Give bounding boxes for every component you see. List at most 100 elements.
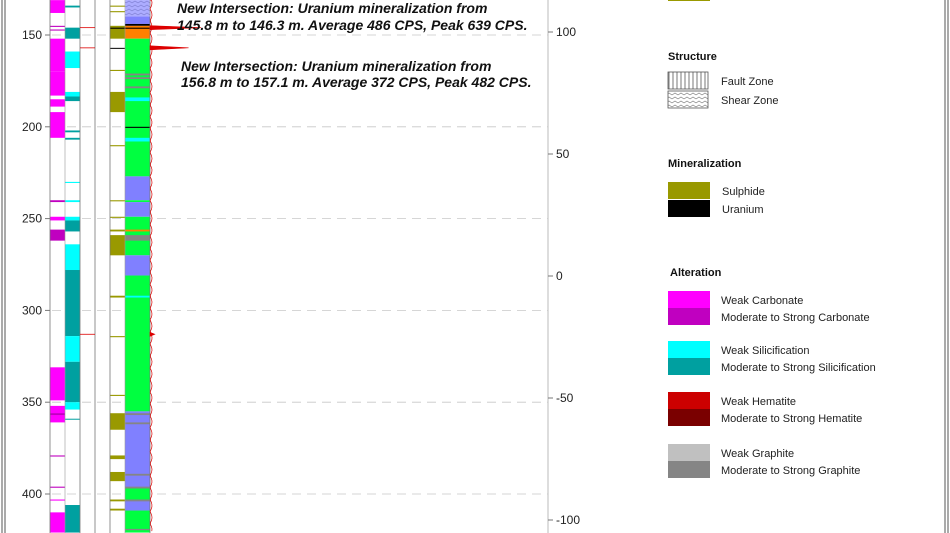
column-mineralization	[110, 5, 125, 511]
elevation-axis: 100 50 0 -50 -100	[548, 25, 580, 527]
legend: Structure Fault Zone Shear Zone Minerali…	[667, 0, 876, 478]
mineralization-interval	[110, 5, 125, 7]
shear-zone-interval	[125, 0, 150, 17]
lithology-interval	[125, 97, 150, 102]
gamma-peak	[149, 45, 189, 51]
depth-tick-label: 400	[22, 487, 42, 501]
legend-mineralization-title: Mineralization	[668, 158, 742, 170]
lithology-interval	[125, 510, 150, 533]
legend-label: Weak Carbonate	[721, 295, 803, 307]
mineralization-interval	[110, 413, 125, 430]
carbonate-interval	[50, 512, 65, 533]
silicification-interval	[65, 181, 80, 183]
annotation-1-line1: New Intersection: Uranium mineralization…	[177, 0, 487, 16]
carbonate-interval	[50, 0, 65, 13]
lithology-interval	[125, 25, 150, 39]
carbonate-interval	[50, 229, 65, 241]
silicification-interval	[65, 402, 80, 410]
elevation-tick-label: -50	[556, 391, 574, 405]
mineralization-interval	[110, 27, 125, 29]
carbonate-interval	[50, 455, 65, 457]
mineralization-interval	[110, 216, 125, 218]
legend-swatch	[668, 358, 710, 375]
legend-swatch	[668, 200, 710, 217]
legend-label: Moderate to Strong Hematite	[721, 413, 862, 425]
depth-tick-label: 200	[22, 120, 42, 134]
legend-label: Sulphide	[722, 186, 765, 198]
annotation-2-line1: New Intersection: Uranium mineralization…	[181, 58, 491, 74]
fault-zone-swatch	[667, 71, 709, 90]
lithology-interval	[125, 528, 150, 531]
gamma-baseline	[149, 0, 153, 532]
annotation-2: New Intersection: Uranium mineralization…	[181, 58, 531, 90]
carbonate-interval	[50, 200, 65, 203]
silicification-interval	[65, 418, 80, 420]
lithology-interval	[125, 295, 150, 298]
carbonate-interval	[50, 99, 65, 107]
mineralization-interval	[110, 471, 125, 482]
silicification-interval	[65, 505, 80, 533]
lithology-interval	[125, 486, 150, 489]
annotation-1-line2: 145.8 m to 146.3 m. Average 486 CPS, Pea…	[177, 17, 527, 33]
depth-tick-label: 350	[22, 395, 42, 409]
silicification-interval	[65, 96, 80, 102]
legend-alteration-title: Alteration	[670, 267, 722, 279]
lithology-interval	[125, 488, 150, 500]
legend-label: Moderate to Strong Carbonate	[721, 312, 870, 324]
legend-swatch	[668, 182, 710, 199]
mineralization-interval	[110, 499, 125, 502]
mineralization-interval	[110, 229, 125, 232]
mineralization-interval	[110, 295, 125, 298]
lithology-interval	[125, 229, 150, 232]
mineralization-interval	[110, 145, 125, 147]
legend-swatch	[668, 341, 710, 358]
silicification-interval	[65, 336, 80, 362]
lithology-interval	[125, 422, 150, 425]
carbonate-interval	[50, 216, 65, 221]
mineralization-interval	[110, 25, 125, 39]
silicification-interval	[65, 200, 80, 203]
silicification-interval	[65, 27, 80, 39]
lithology-interval	[125, 235, 150, 241]
column-lithology	[125, 0, 150, 533]
gamma-trace	[80, 0, 202, 532]
mineralization-interval	[110, 69, 125, 71]
mineralization-interval	[110, 508, 125, 511]
mineralization-interval	[110, 11, 125, 13]
carbonate-interval	[50, 112, 65, 138]
carbonate-interval	[50, 486, 65, 488]
lithology-interval	[125, 27, 150, 29]
lithology-interval	[125, 413, 150, 416]
annotation-2-line2: 156.8 m to 157.1 m. Average 372 CPS, Pea…	[181, 74, 531, 90]
legend-label: Weak Hematite	[721, 396, 796, 408]
legend-label: Moderate to Strong Graphite	[721, 465, 860, 477]
silicification-interval	[65, 5, 80, 8]
legend-partial-swatch	[668, 0, 710, 1]
lithology-interval	[125, 137, 150, 142]
carbonate-interval	[50, 38, 65, 72]
legend-swatch	[668, 409, 710, 426]
legend-shear-zone: Shear Zone	[721, 95, 778, 107]
legend-label: Moderate to Strong Silicification	[721, 362, 876, 374]
legend-swatch	[668, 461, 710, 478]
lithology-interval	[125, 86, 150, 89]
gamma-peak	[149, 331, 156, 337]
silicification-interval	[65, 51, 80, 69]
lithology-interval	[125, 73, 150, 76]
column-carbonate	[50, 0, 65, 533]
lithology-interval	[125, 23, 150, 26]
log-columns	[49, 0, 151, 533]
carbonate-interval	[50, 367, 65, 401]
legend-structure-title: Structure	[668, 51, 717, 63]
silicification-interval	[65, 244, 80, 271]
mineralization-interval	[110, 91, 125, 113]
legend-label: Weak Graphite	[721, 448, 794, 460]
carbonate-interval	[50, 413, 65, 416]
lithology-interval	[125, 275, 150, 412]
lithology-interval	[125, 200, 150, 203]
mineralization-interval	[110, 235, 125, 256]
depth-axis: 150 200 250 300 350 400	[22, 28, 50, 501]
legend-label: Uranium	[722, 204, 764, 216]
carbonate-interval	[50, 71, 65, 96]
